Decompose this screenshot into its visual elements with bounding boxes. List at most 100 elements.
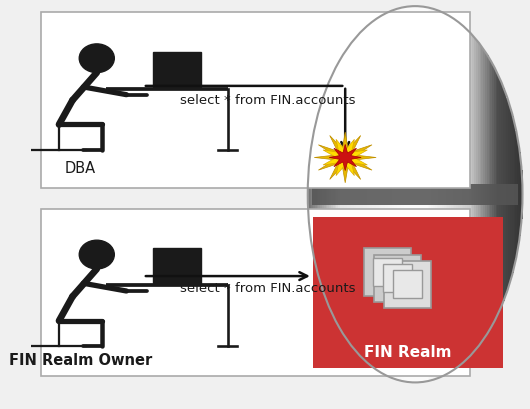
Bar [40, 12, 470, 188]
Bar [386, 13, 388, 376]
Bar [462, 25, 463, 363]
Bar [503, 88, 505, 301]
Bar [404, 7, 406, 382]
Bar [406, 7, 408, 382]
Bar [329, 79, 331, 309]
Bar [365, 27, 367, 362]
Bar [456, 21, 458, 367]
Bar [317, 116, 319, 273]
Polygon shape [323, 139, 367, 175]
Bar [467, 30, 469, 358]
Circle shape [80, 240, 114, 269]
Bar [381, 15, 383, 373]
Bar [517, 141, 519, 248]
Bar [403, 7, 404, 381]
Bar [337, 65, 338, 324]
Bar [351, 43, 352, 346]
Bar [485, 53, 487, 336]
Bar [308, 170, 310, 218]
Bar [342, 56, 343, 333]
Bar [346, 50, 347, 339]
Bar [311, 141, 313, 248]
Bar [410, 6, 412, 382]
Bar [471, 34, 472, 355]
Bar [392, 10, 394, 378]
Bar [480, 45, 481, 344]
Bar [453, 19, 455, 370]
Bar [478, 43, 480, 346]
Bar [431, 9, 433, 380]
Bar [368, 24, 370, 364]
Bar [331, 75, 333, 313]
Bar [340, 58, 342, 330]
Bar [333, 72, 334, 317]
Bar [515, 131, 517, 258]
Bar [388, 12, 390, 377]
Bar [361, 30, 363, 358]
Text: select * from FIN.accounts: select * from FIN.accounts [180, 282, 356, 295]
Bar [363, 29, 365, 360]
Bar [494, 68, 496, 321]
Bar [472, 36, 474, 353]
Bar [364, 248, 411, 295]
Bar [429, 8, 431, 380]
Bar [343, 53, 346, 336]
Bar [372, 21, 374, 367]
Bar [325, 88, 328, 301]
Bar [319, 109, 320, 279]
Bar [442, 13, 444, 376]
Polygon shape [314, 132, 376, 183]
Bar [315, 123, 317, 266]
Bar [377, 18, 379, 371]
Bar [508, 103, 510, 285]
Bar [446, 14, 447, 374]
Bar [393, 270, 422, 299]
Bar [469, 32, 471, 356]
Bar [458, 22, 460, 366]
Bar [338, 61, 340, 327]
Bar [313, 131, 315, 258]
Bar [465, 29, 467, 360]
Bar [395, 9, 397, 380]
Bar [397, 9, 399, 380]
Bar [433, 9, 435, 380]
Bar [367, 25, 368, 363]
Bar [435, 10, 437, 379]
Bar [347, 47, 349, 341]
Bar [463, 27, 465, 362]
Bar [455, 20, 456, 369]
Bar [514, 123, 515, 266]
Bar [320, 103, 322, 285]
Text: FIN Realm Owner: FIN Realm Owner [9, 353, 152, 368]
Bar [501, 83, 503, 305]
Bar [519, 153, 520, 236]
Bar [476, 40, 478, 348]
Bar [490, 61, 492, 327]
Bar [498, 75, 499, 313]
Bar [492, 65, 494, 324]
Bar [349, 45, 351, 344]
Bar [496, 72, 498, 317]
Bar [352, 40, 354, 348]
Bar [483, 50, 485, 339]
Bar [383, 14, 385, 374]
Text: select * from FIN.accounts: select * from FIN.accounts [180, 94, 356, 107]
Bar [408, 7, 410, 382]
Bar [376, 19, 377, 370]
Bar [437, 10, 438, 378]
Bar [440, 12, 442, 377]
Bar [481, 47, 483, 341]
Text: DBA: DBA [65, 161, 96, 176]
Bar [428, 8, 429, 381]
Bar [422, 7, 424, 382]
Bar [505, 93, 506, 296]
Bar [474, 38, 476, 351]
Bar [394, 10, 395, 379]
Bar [506, 98, 508, 291]
Bar [385, 13, 386, 375]
Bar [417, 6, 419, 382]
Bar [358, 34, 360, 355]
Bar [370, 22, 372, 366]
Bar [449, 16, 451, 372]
Bar [390, 11, 392, 378]
